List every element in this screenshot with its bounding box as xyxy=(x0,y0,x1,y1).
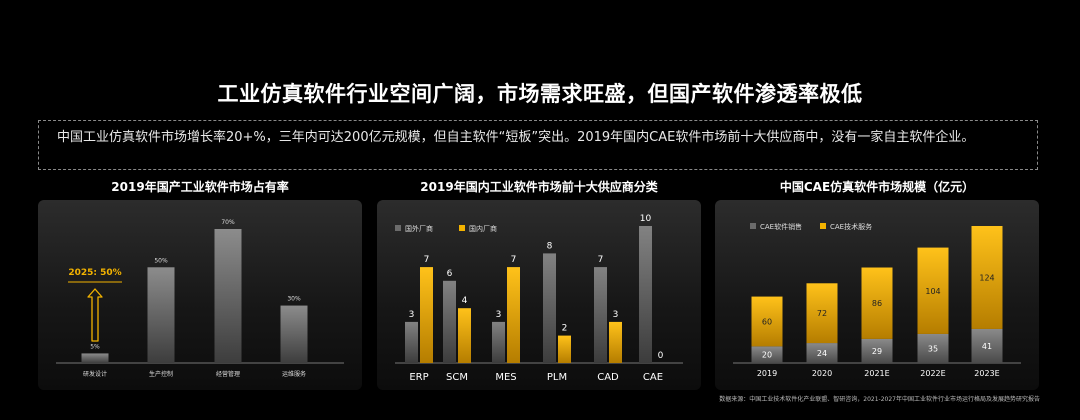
chart2-category-label: CAD xyxy=(597,372,619,383)
chart2-bar xyxy=(420,267,433,363)
chart3-bar-service xyxy=(751,296,783,347)
chart1-panel: 5% 研发设计 50% 生产控制 70% 经营管理 30% 运维服务 2025: 50% xyxy=(38,200,362,390)
chart3-data-label: 20 xyxy=(762,351,772,360)
chart3-legend-label: CAE软件销售 xyxy=(760,222,802,231)
chart1-category-label: 生产控制 xyxy=(149,370,173,378)
chart3-data-label: 41 xyxy=(982,342,992,351)
chart3-data-label: 29 xyxy=(872,347,882,356)
chart3-panel: CAE软件销售 CAE技术服务 20 60 2019 24 72 2020 29 86 2021E 3… xyxy=(715,200,1039,390)
chart1-category-label: 运维服务 xyxy=(282,370,306,378)
chart3-legend-swatch xyxy=(820,223,826,229)
chart2-data-label: 10 xyxy=(640,214,652,224)
chart2-data-label: 0 xyxy=(658,351,664,361)
source-note: 数据来源：中国工业技术软件化产业联盟、智研咨询，2021-2027年中国工业软件… xyxy=(719,396,1040,403)
chart2-bar xyxy=(558,335,571,363)
chart3-data-label: 104 xyxy=(925,287,940,296)
chart1-data-label: 5% xyxy=(90,343,100,350)
chart2-category-label: SCM xyxy=(446,372,468,383)
chart3-svg: CAE软件销售 CAE技术服务 20 60 2019 24 72 2020 29 86 2021E 3… xyxy=(733,222,1021,378)
chart2-legend-label: 国内厂商 xyxy=(469,224,497,233)
chart2-data-label: 8 xyxy=(547,241,553,251)
chart2-data-label: 6 xyxy=(447,269,453,279)
chart3-bar-software xyxy=(861,338,893,363)
chart2-data-label: 7 xyxy=(424,255,430,265)
chart2-category-label: PLM xyxy=(547,372,567,383)
chart3-bar-software xyxy=(806,343,838,363)
chart2-data-label: 3 xyxy=(496,310,502,320)
chart3-data-label: 124 xyxy=(979,273,994,282)
chart2-legend-swatch xyxy=(395,225,401,231)
chart3-category-label: 2019 xyxy=(757,369,777,378)
chart1-data-label: 50% xyxy=(154,257,168,264)
chart1-data-label: 30% xyxy=(287,296,301,303)
chart2-data-label: 7 xyxy=(511,255,517,265)
chart2-bar xyxy=(458,308,471,363)
chart3-bar-service xyxy=(806,283,838,344)
chart1-category-label: 研发设计 xyxy=(83,370,107,378)
intro-text-box: 中国工业仿真软件市场增长率20+%，三年内可达200亿元规模，但自主软件“短板”… xyxy=(38,120,1038,170)
chart2-svg: 国外厂商 国内厂商 3 7 ERP 6 4 SCM 3 7 MES 8 2 PLM 7 3 CAD 10 0 CAE xyxy=(395,214,683,383)
chart1-bar xyxy=(280,305,308,363)
chart2-title: 2019年国内工业软件市场前十大供应商分类 xyxy=(420,180,658,194)
chart2-data-label: 4 xyxy=(462,296,468,306)
chart1-svg: 5% 研发设计 50% 生产控制 70% 经营管理 30% 运维服务 2025: 50% xyxy=(56,219,344,378)
chart2-bar xyxy=(594,267,607,363)
chart3-category-label: 2020 xyxy=(812,369,832,378)
chart1-bar xyxy=(81,353,109,363)
chart3-bar-service xyxy=(971,226,1003,329)
chart3-bar-service xyxy=(861,267,893,339)
chart2-panel: 国外厂商 国内厂商 3 7 ERP 6 4 SCM 3 7 MES 8 2 PLM 7 3 CAD 10 0 CAE xyxy=(377,200,701,390)
chart2-legend-swatch xyxy=(459,225,465,231)
chart2-bar xyxy=(639,226,652,363)
chart2-data-label: 3 xyxy=(409,310,415,320)
chart3-bar-service xyxy=(917,247,949,334)
chart2-category-label: CAE xyxy=(643,372,663,383)
chart2-bar xyxy=(492,321,505,363)
chart2-data-label: 2 xyxy=(562,324,568,334)
chart3-data-label: 24 xyxy=(817,349,827,358)
chart3-legend-swatch xyxy=(750,223,756,229)
chart2-bar xyxy=(543,253,556,363)
chart2-legend-label: 国外厂商 xyxy=(405,224,433,233)
chart3-legend-label: CAE技术服务 xyxy=(830,222,872,231)
chart3-category-label: 2023E xyxy=(974,369,999,378)
chart2-data-label: 7 xyxy=(598,255,604,265)
chart3-data-label: 35 xyxy=(928,344,938,353)
chart2-bar xyxy=(609,321,622,363)
chart1-title: 2019年国产工业软件市场占有率 xyxy=(111,180,289,194)
chart1-bar xyxy=(147,267,175,363)
chart2-bar xyxy=(507,267,520,363)
page-title: 工业仿真软件行业空间广阔，市场需求旺盛，但国产软件渗透率极低 xyxy=(217,82,863,106)
chart3-category-label: 2021E xyxy=(864,369,889,378)
chart1-bar xyxy=(214,229,242,363)
chart2-data-label: 3 xyxy=(613,310,619,320)
chart3-category-label: 2022E xyxy=(920,369,945,378)
chart1-category-label: 经营管理 xyxy=(216,370,240,378)
chart3-data-label: 86 xyxy=(872,299,882,308)
chart3-bar-software xyxy=(751,346,783,363)
chart1-annotation: 2025: 50% xyxy=(68,268,121,278)
chart3-data-label: 72 xyxy=(817,309,827,318)
chart3-title: 中国CAE仿真软件市场规模（亿元） xyxy=(779,180,975,194)
chart3-data-label: 60 xyxy=(762,317,772,326)
chart3-bar-software xyxy=(917,333,949,363)
chart1-data-label: 70% xyxy=(221,219,235,226)
chart3-bar-software xyxy=(971,328,1003,363)
chart2-bar xyxy=(443,280,456,363)
chart1-target-arrow xyxy=(87,288,103,342)
chart2-category-label: ERP xyxy=(409,372,428,383)
chart2-category-label: MES xyxy=(495,372,516,383)
chart2-bar xyxy=(405,321,418,363)
